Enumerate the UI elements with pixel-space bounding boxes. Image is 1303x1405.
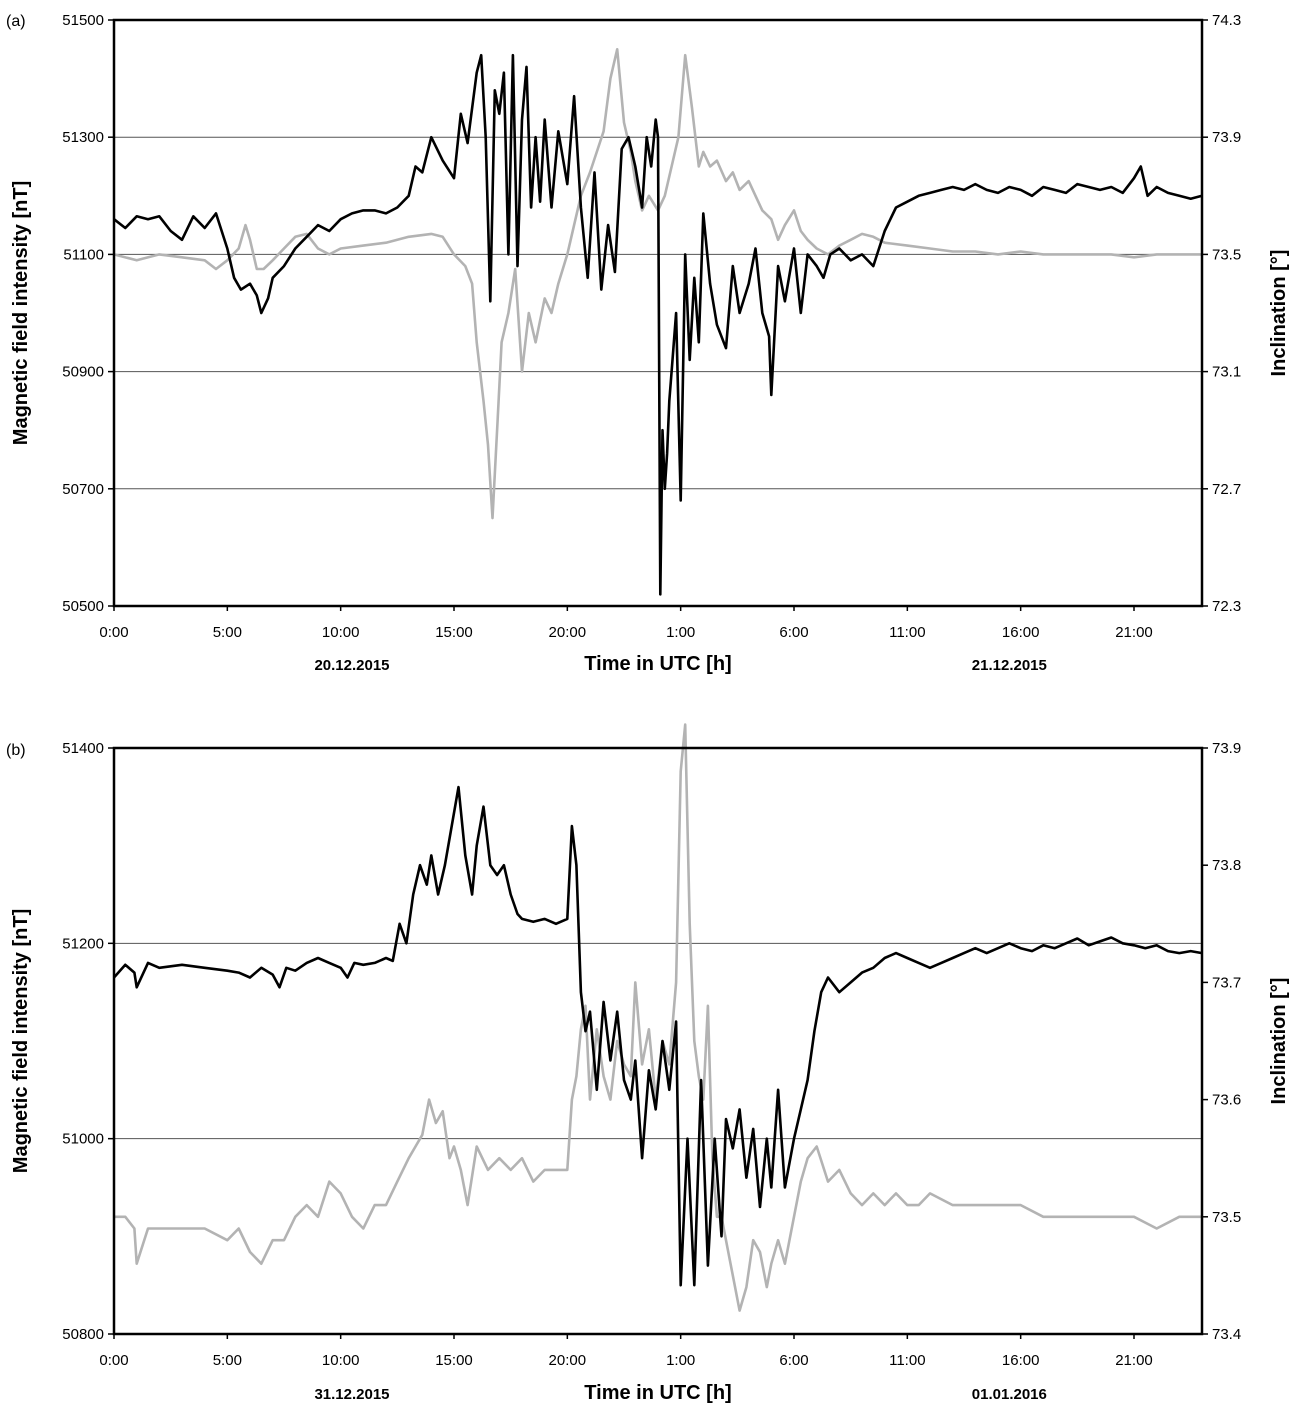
panel-b-x-tick-label-3: 15:00 <box>435 1352 473 1369</box>
panel-b-right-tick-label-3: 73.7 <box>1212 974 1241 991</box>
panel-a-left-tick-label-0: 50500 <box>62 598 104 615</box>
panel-a-left-axis-ticks: 50500 50700 50900 51100 51300 51500 <box>62 12 114 615</box>
panel-a-right-tick-label-2: 73.1 <box>1212 364 1241 381</box>
panel-b-right-tick-label-0: 73.4 <box>1212 1326 1241 1343</box>
panel-a-right-tick-label-4: 73.9 <box>1212 129 1241 146</box>
panel-a-plot-frame <box>112 18 1204 608</box>
panel-b-right-tick-label-1: 73.5 <box>1212 1209 1241 1226</box>
panel-b-left-axis-label: Magnetic field intensity [nT] <box>10 909 32 1173</box>
panel-a-right-axis-label: Inclination [°] <box>1268 250 1290 377</box>
panel-a-date-label-1: 21.12.2015 <box>972 657 1047 674</box>
panel-b-right-axis-ticks: 73.4 73.5 73.6 73.7 73.8 73.9 <box>1202 740 1241 1343</box>
panel-a-label: (a) <box>6 13 26 30</box>
panel-b-left-tick-label-0: 50800 <box>62 1326 104 1343</box>
panel-b-right-tick-label-5: 73.9 <box>1212 740 1241 757</box>
panel-b-x-tick-label-6: 6:00 <box>779 1352 808 1369</box>
panel-a-left-tick-label-5: 51500 <box>62 12 104 29</box>
panel-b-magnetic-field-intensity-line <box>113 785 1203 1287</box>
panel-a-date-labels: 20.12.2015 21.12.2015 <box>314 657 1046 674</box>
panel-b-x-tick-label-9: 21:00 <box>1115 1352 1153 1369</box>
panel-b-date-labels: 31.12.2015 01.01.2016 <box>314 1386 1046 1403</box>
panel-a-left-tick-label-1: 50700 <box>62 481 104 498</box>
panel-a-date-label-0: 20.12.2015 <box>314 657 389 674</box>
panel-b-left-axis-ticks: 50800 51000 51200 51400 <box>62 740 114 1343</box>
panel-a-right-tick-label-3: 73.5 <box>1212 246 1241 263</box>
panel-a-x-tick-label-1: 5:00 <box>213 624 242 641</box>
panel-a-right-tick-label-1: 72.7 <box>1212 481 1241 498</box>
panel-a-left-tick-label-2: 50900 <box>62 364 104 381</box>
panel-a-series <box>113 47 1203 596</box>
panel-a-left-tick-label-3: 51100 <box>63 246 104 263</box>
panel-a-x-tick-label-8: 16:00 <box>1002 624 1040 641</box>
panel-b-x-axis-ticks: 0:00 5:00 10:00 15:00 20:00 1:00 6:00 11:00 16:0… <box>99 1334 1153 1369</box>
panel-b-right-axis-label: Inclination [°] <box>1268 978 1290 1105</box>
panel-b-x-tick-label-4: 20:00 <box>549 1352 587 1369</box>
panel-a-x-tick-label-9: 21:00 <box>1115 624 1153 641</box>
panel-a-x-tick-label-5: 1:00 <box>666 624 695 641</box>
panel-a-left-axis-label: Magnetic field intensity [nT] <box>10 181 32 445</box>
panel-a-right-tick-label-5: 74.3 <box>1212 12 1241 29</box>
panel-a-x-tick-label-6: 6:00 <box>779 624 808 641</box>
panel-b-left-tick-label-2: 51200 <box>62 935 104 952</box>
panel-a-x-tick-label-7: 11:00 <box>889 624 925 641</box>
panel-b-left-tick-label-3: 51400 <box>62 740 104 757</box>
panel-a-right-axis-ticks: 72.3 72.7 73.1 73.5 73.9 74.3 <box>1202 12 1241 615</box>
panel-b-gridlines <box>114 942 1202 1140</box>
panel-a-x-axis-ticks: 0:00 5:00 10:00 15:00 20:00 1:00 6:00 11:00 16:0… <box>99 606 1153 641</box>
panel-b-x-tick-label-5: 1:00 <box>666 1352 695 1369</box>
panel-b-x-tick-label-8: 16:00 <box>1002 1352 1040 1369</box>
panel-a-x-tick-label-0: 0:00 <box>99 624 128 641</box>
panel-b-series <box>113 723 1203 1312</box>
panel-b-right-tick-label-4: 73.8 <box>1212 857 1241 874</box>
panel-b-date-label-1: 01.01.2016 <box>972 1386 1047 1403</box>
panel-b-x-axis-label: Time in UTC [h] <box>584 1382 731 1404</box>
panel-b-date-label-0: 31.12.2015 <box>314 1386 389 1403</box>
panel-b-right-tick-label-2: 73.6 <box>1212 1092 1241 1109</box>
panel-a-x-axis-label: Time in UTC [h] <box>584 653 731 675</box>
panel-a-inclination-line <box>113 47 1202 520</box>
panel-a-magnetic-field-intensity-line <box>113 53 1203 596</box>
panel-b-plot-frame <box>112 746 1204 1336</box>
panel-a-right-tick-label-0: 72.3 <box>1212 598 1241 615</box>
panel-b-label: (b) <box>6 742 26 759</box>
panel-b-inclination-line <box>114 723 1202 1312</box>
panel-b-left-tick-label-1: 51000 <box>62 1131 104 1148</box>
panel-b-x-tick-label-0: 0:00 <box>99 1352 128 1369</box>
panel-b-x-tick-label-7: 11:00 <box>889 1352 925 1369</box>
panel-a-x-tick-label-3: 15:00 <box>435 624 473 641</box>
panel-b-x-tick-label-2: 10:00 <box>322 1352 360 1369</box>
panel-a-x-tick-label-2: 10:00 <box>322 624 360 641</box>
panel-a-x-tick-label-4: 20:00 <box>549 624 587 641</box>
panel-a-left-tick-label-4: 51300 <box>62 129 104 146</box>
panel-b-x-tick-label-1: 5:00 <box>213 1352 242 1369</box>
